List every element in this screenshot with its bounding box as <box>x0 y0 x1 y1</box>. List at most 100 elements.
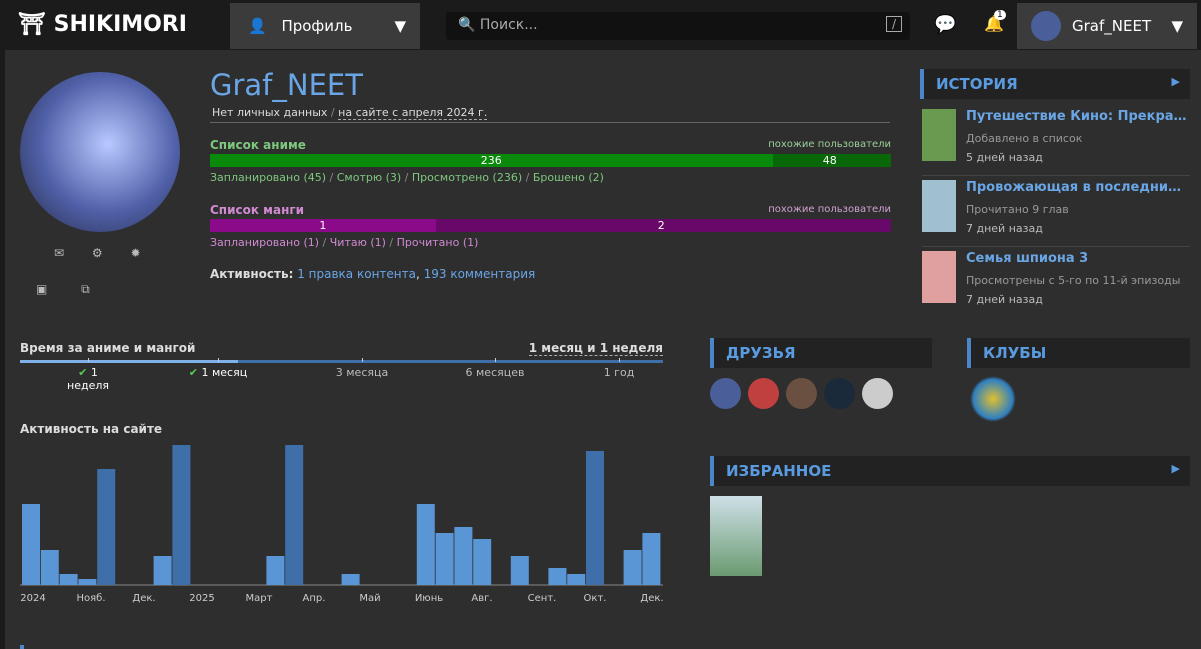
activity-bar <box>153 556 172 585</box>
time-mark: ✔ 1 месяц <box>188 366 248 379</box>
activity-label: Дек. <box>640 593 663 604</box>
activity-label: Активность: <box>210 267 294 281</box>
clubs-header[interactable]: КЛУБЫ <box>967 338 1190 368</box>
notifications[interactable]: 🔔 1 <box>984 10 1006 33</box>
time-header: Время за аниме и мангой 1 месяц и 1 недел… <box>20 341 663 356</box>
activity-label: 2025 <box>189 593 214 604</box>
friend-avatar[interactable] <box>862 378 893 409</box>
logo-text: SHIKIMORI <box>53 12 187 37</box>
activity-bar <box>510 556 529 585</box>
history-header[interactable]: ИСТОРИЯ ▶ <box>920 69 1190 99</box>
avatar <box>20 72 180 232</box>
activity-bar <box>642 533 661 585</box>
logo[interactable]: ⛩ SHIKIMORI <box>18 12 187 37</box>
history-item[interactable]: Семья шпиона 3 Просмотрены с 5-го по 11-й… <box>922 247 1190 318</box>
stat-link[interactable]: Запланировано (45) <box>210 171 327 184</box>
messages-icon[interactable]: 💬 <box>934 14 957 35</box>
stat-link[interactable]: Читаю (1) <box>329 236 386 249</box>
time-tick <box>88 358 89 362</box>
history-title: ИСТОРИЯ <box>936 75 1018 93</box>
history-time: 7 дней назад <box>966 222 1043 235</box>
since: на сайте с апреля 2024 г. <box>338 106 488 120</box>
friend-avatar[interactable] <box>748 378 779 409</box>
anime-list: Список аниме похожие пользователи 236 48 Зап… <box>210 138 891 184</box>
profile-name: Graf_NEET <box>210 68 363 102</box>
top-bar: ⛩ SHIKIMORI 👤 Профиль ▼ 🔍 Поиск... / 💬 🔔 1 … <box>0 0 1201 50</box>
badge: 1 <box>994 10 1006 20</box>
history: Путешествие Кино: Прекрасный мир Добавлен… <box>922 105 1190 318</box>
time-total: 1 месяц и 1 неделя <box>528 341 663 356</box>
history-poster <box>922 251 956 303</box>
stat-link[interactable]: Смотрю (3) <box>336 171 402 184</box>
history-title: Путешествие Кино: Прекрасный мир <box>966 109 1188 124</box>
activity-label: Июнь <box>415 593 443 604</box>
activity-bar <box>22 504 40 585</box>
history-item[interactable]: Путешествие Кино: Прекрасный мир Добавлен… <box>922 105 1190 176</box>
bar-segment: 2 <box>435 219 887 232</box>
user-menu[interactable]: Graf_NEET ▼ <box>1017 3 1197 49</box>
profile-icons-2[interactable]: ▣ ⧉ <box>36 282 90 296</box>
stat-link[interactable]: Просмотрено (236) <box>411 171 523 184</box>
friend-avatar[interactable] <box>710 378 741 409</box>
list-stats: Запланировано (45) Смотрю (3) Просмотрено … <box>210 171 891 184</box>
time-mark: 3 месяца <box>332 366 392 379</box>
list-title: Список аниме <box>210 138 306 152</box>
history-poster <box>922 109 956 161</box>
friend-avatar[interactable] <box>824 378 855 409</box>
activity-bar <box>623 550 642 585</box>
activity-bar <box>586 451 604 585</box>
history-time: 5 дней назад <box>966 151 1043 164</box>
history-action: Просмотрены с 5-го по 11-й эпизоды <box>966 274 1181 287</box>
time-mark: 6 месяцев <box>465 366 525 379</box>
club-icon[interactable] <box>970 376 1016 422</box>
friends-title: ДРУЗЬЯ <box>726 344 796 362</box>
activity-title: Активность на сайте <box>20 422 163 436</box>
list-stats: Запланировано (1) Читаю (1) Прочитано (1) <box>210 236 891 249</box>
list-bar: 236 48 <box>210 154 891 167</box>
search-placeholder: Поиск... <box>479 17 538 33</box>
search[interactable]: 🔍 Поиск... / <box>446 12 910 40</box>
activity-bar <box>285 445 304 585</box>
activity-label: Март <box>246 593 273 604</box>
similar-link[interactable]: похожие пользователи <box>768 204 891 215</box>
sep <box>326 171 337 184</box>
stat-link[interactable]: Брошено (2) <box>532 171 604 184</box>
bar-segment: 1 <box>210 219 436 232</box>
time-tick <box>362 358 363 362</box>
favorites-header[interactable]: ИЗБРАННОЕ ▶ <box>710 456 1190 486</box>
history-action: Добавлено в список <box>966 132 1083 145</box>
section-marker <box>20 645 24 649</box>
profile-icons[interactable]: ✉ ⚙ ✹ <box>54 246 141 260</box>
time-mark: 1 год <box>589 366 649 379</box>
activity-label: Май <box>359 593 380 604</box>
similar-link[interactable]: похожие пользователи <box>768 139 891 150</box>
time-tick <box>495 358 496 362</box>
stat-link[interactable]: Запланировано (1) <box>210 236 320 249</box>
time-mark-label: 1 год <box>603 366 635 379</box>
activity-bar <box>341 574 360 585</box>
time-tick <box>619 358 620 362</box>
history-time: 7 дней назад <box>966 293 1043 306</box>
activity-bar <box>266 556 285 585</box>
activity-link[interactable]: 1 правка контента <box>297 267 416 281</box>
time-mark: ✔ 1 неделя <box>58 366 118 392</box>
menu[interactable]: 👤 Профиль ▼ <box>230 3 420 49</box>
time-mark-label: 6 месяцев <box>465 366 525 379</box>
menu-label: Профиль <box>281 17 353 35</box>
time-tick <box>218 358 219 362</box>
stat-link[interactable]: Прочитано (1) <box>396 236 479 249</box>
favorites-title: ИЗБРАННОЕ <box>726 462 832 480</box>
history-item[interactable]: Провожающая в последний путь Фрирен Прочи… <box>922 176 1190 247</box>
activity-label: Дек. <box>132 593 155 604</box>
favorite-poster[interactable] <box>710 496 762 576</box>
history-title: Провожающая в последний путь Фрирен <box>966 180 1188 195</box>
time-mark-label: 1 неделя <box>67 366 109 392</box>
activity-link[interactable]: 193 комментария <box>423 267 536 281</box>
friend-avatar[interactable] <box>786 378 817 409</box>
friends-header[interactable]: ДРУЗЬЯ <box>710 338 932 368</box>
user-avatar <box>1031 11 1061 41</box>
bar-segment: 48 <box>772 154 887 167</box>
check: ✔ <box>188 366 202 379</box>
